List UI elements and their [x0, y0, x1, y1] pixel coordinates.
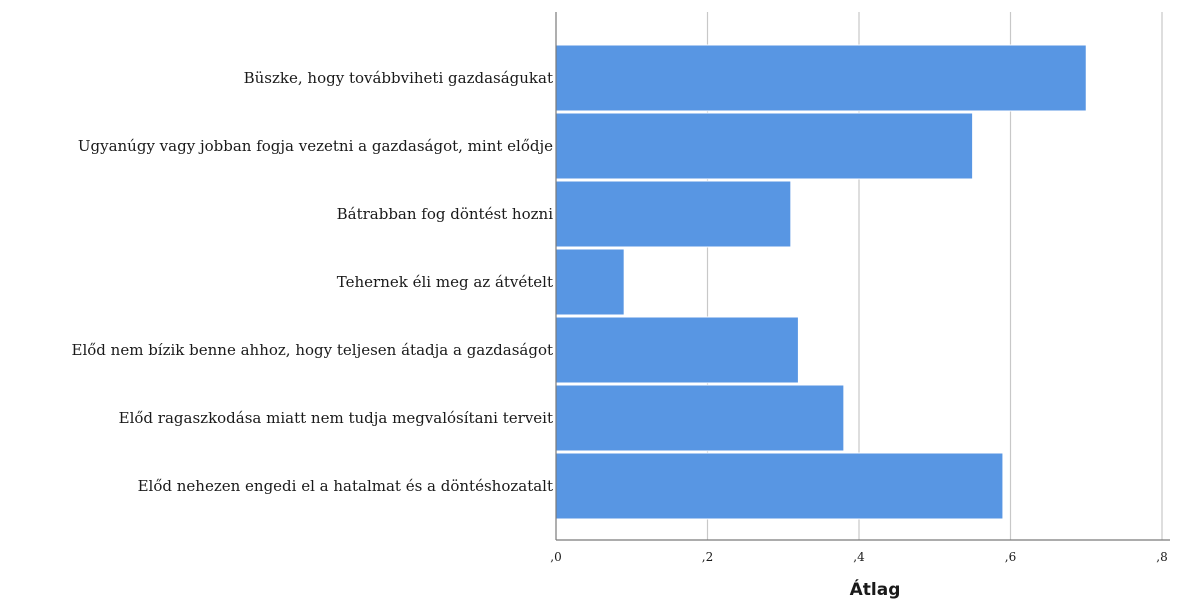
bar-3	[555, 248, 625, 316]
category-label-4: Előd nem bízik benne ahhoz, hogy teljese…	[72, 341, 553, 359]
category-label-6: Előd nehezen engedi el a hatalmat és a d…	[138, 477, 553, 495]
bars	[555, 44, 1087, 520]
axes	[555, 12, 1170, 541]
category-label-5: Előd ragaszkodása miatt nem tudja megval…	[119, 409, 553, 427]
category-label-2: Bátrabban fog döntést hozni	[337, 205, 554, 223]
category-label-1: Ugyanúgy vagy jobban fogja vezetni a gaz…	[78, 137, 553, 155]
x-tick-labels: ,0 ,2 ,4 ,6 ,8	[550, 550, 1167, 564]
bar-6	[555, 452, 1004, 520]
x-axis-title: Átlag	[850, 578, 901, 600]
x-tick-label-1: ,2	[702, 550, 713, 564]
x-tick-label-4: ,8	[1156, 550, 1167, 564]
category-label-0: Büszke, hogy továbbviheti gazdaságukat	[244, 69, 553, 87]
category-label-3: Tehernek éli meg az átvételt	[337, 273, 553, 291]
x-tick-label-3: ,6	[1005, 550, 1016, 564]
bar-2	[555, 180, 792, 248]
x-tick-label-0: ,0	[550, 550, 561, 564]
bar-0	[555, 44, 1087, 112]
bar-5	[555, 384, 845, 452]
bar-1	[555, 112, 974, 180]
category-labels: Büszke, hogy továbbviheti gazdaságukat Ug…	[72, 69, 554, 495]
bar-4	[555, 316, 799, 384]
x-tick-label-2: ,4	[853, 550, 865, 564]
